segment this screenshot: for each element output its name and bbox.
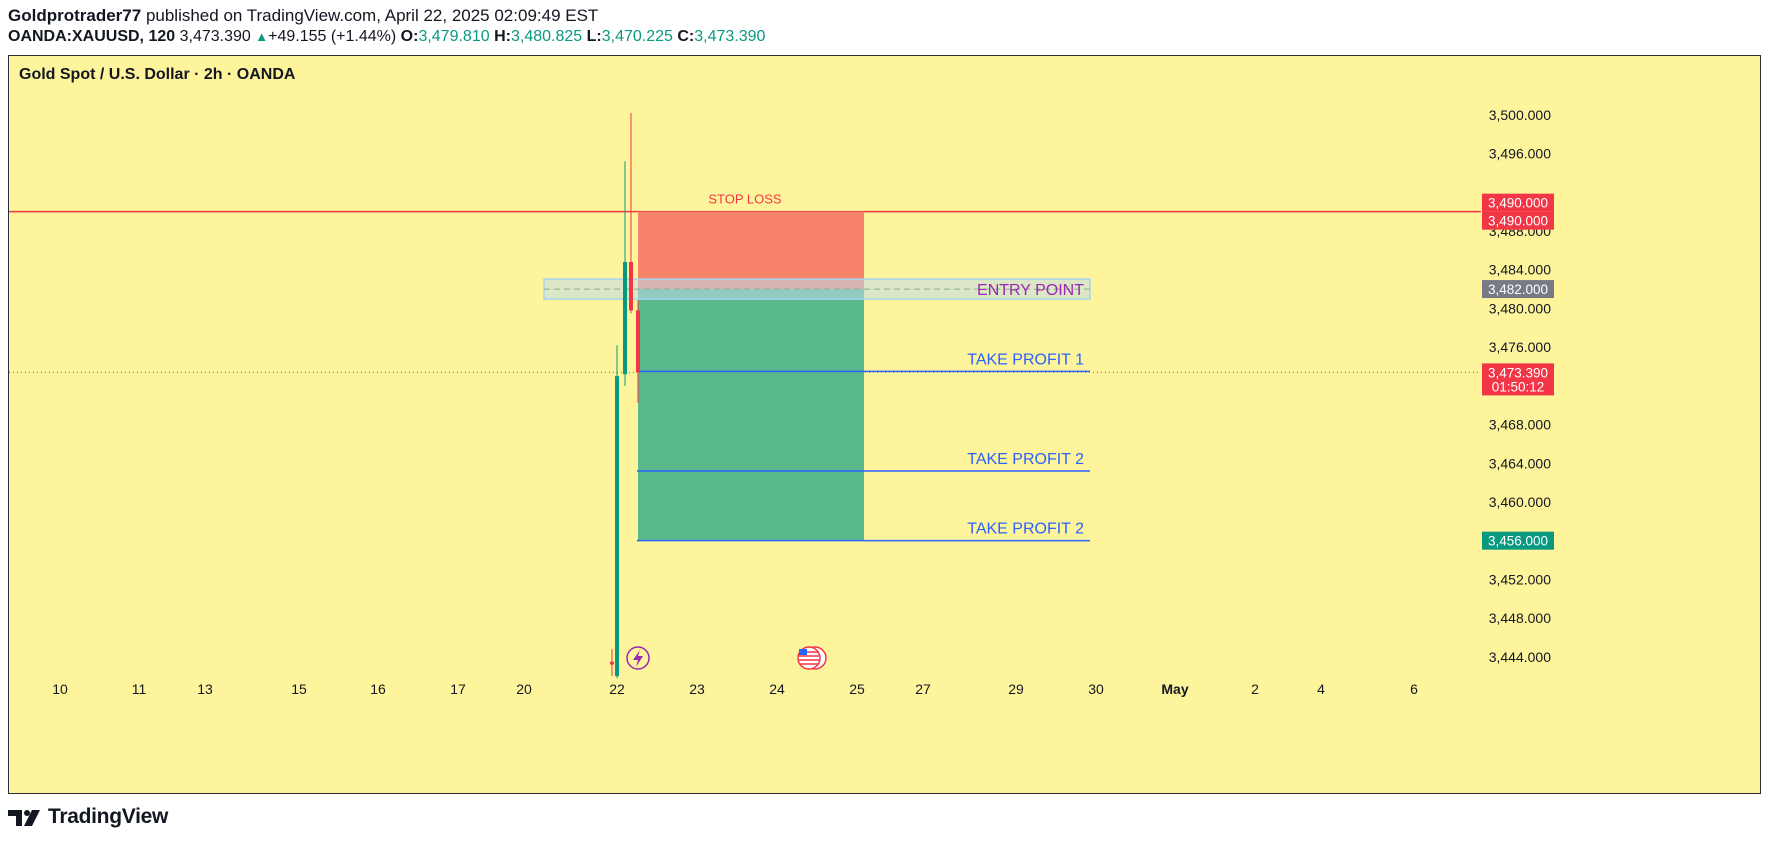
x-tick-label-8: 23 [689,681,705,697]
price-chart[interactable]: STOP LOSS ENTRY POINT TAKE PROFIT 1 TAKE PR… [9,56,1760,793]
symbol-info-bar: OANDA:XAUUSD, 120 3,473.390 ▲+49.155 (+1… [8,28,765,46]
open-label: O: [400,28,419,45]
x-tick-label-2: 13 [197,681,213,697]
close-label: C: [677,28,695,45]
price-tag-0 [1482,193,1554,212]
x-tick-label-5: 17 [450,681,466,697]
y-tick-label-4: 3,480.000 [1489,300,1551,316]
price-tag-label-0: 3,490.000 [1488,196,1548,211]
low-value: 3,470.225 [601,28,673,45]
y-tick-label-7: 3,464.000 [1489,455,1551,471]
price-tag-label-3: 3,473.390 [1488,365,1548,380]
symbol-name: OANDA:XAUUSD, 120 [8,28,176,45]
x-tick-label-10: 25 [849,681,865,697]
flag-canton [799,649,807,655]
low-label: L: [586,28,602,45]
annotation-label-4: TAKE PROFIT 2 [967,521,1084,538]
x-tick-label-6: 20 [516,681,532,697]
annotation-label-2: TAKE PROFIT 1 [967,351,1084,368]
publish-text: published on TradingView.com, April 22, … [145,6,599,25]
price-tag-label-4: 3,456.000 [1488,534,1548,549]
tradingview-logo-icon [8,810,40,826]
y-tick-label-5: 3,476.000 [1489,339,1551,355]
x-tick-label-16: 4 [1317,681,1325,697]
x-tick-label-1: 11 [132,681,147,697]
x-tick-label-0: 10 [52,681,68,697]
y-tick-label-11: 3,444.000 [1489,649,1551,665]
tradingview-logo[interactable]: TradingView [8,805,168,829]
annotation-label-0: STOP LOSS [708,192,782,207]
x-tick-label-7: 22 [609,681,625,697]
take-profit-zone[interactable] [638,289,864,541]
candle-body-2[interactable] [623,261,627,375]
y-tick-label-6: 3,468.000 [1489,417,1551,433]
price-change: +49.155 (+1.44%) [268,28,397,45]
price-tag-label-2: 3,482.000 [1488,282,1548,297]
tradingview-brand: TradingView [48,805,169,828]
open-value: 3,479.810 [418,28,490,45]
price-tag-4 [1482,531,1554,550]
lightning-icon-bolt [633,650,643,667]
last-price: 3,473.390 [179,28,251,45]
chart-title: Gold Spot / U.S. Dollar · 2h · OANDA [19,66,296,83]
annotation-label-1: ENTRY POINT [977,282,1084,299]
publish-info: Goldprotrader77 published on TradingView… [8,6,598,26]
author-name[interactable]: Goldprotrader77 [8,6,142,25]
candle-body-1[interactable] [615,376,619,677]
x-tick-label-4: 16 [370,681,386,697]
y-tick-label-8: 3,460.000 [1489,494,1551,510]
x-tick-label-12: 29 [1008,681,1024,697]
price-tag-3 [1482,363,1554,396]
stop-loss-zone[interactable] [638,211,864,290]
annotation-label-3: TAKE PROFIT 2 [967,451,1084,468]
y-tick-label-0: 3,500.000 [1489,107,1551,123]
close-value: 3,473.390 [694,28,766,45]
x-tick-label-13: 30 [1088,681,1104,697]
candle-body-4[interactable] [636,310,640,373]
x-tick-label-15: 2 [1251,681,1259,697]
x-tick-label-14: May [1161,681,1188,697]
price-tag-2 [1482,280,1554,299]
y-tick-label-9: 3,452.000 [1489,571,1551,587]
price-tag-label-1: 3,490.000 [1488,214,1548,229]
x-tick-label-17: 6 [1410,681,1418,697]
x-tick-label-11: 27 [915,681,931,697]
y-tick-label-10: 3,448.000 [1489,610,1551,626]
chart-area[interactable]: STOP LOSS ENTRY POINT TAKE PROFIT 1 TAKE PR… [8,55,1761,794]
price-tag-1 [1482,211,1554,230]
high-value: 3,480.825 [510,28,583,45]
y-tick-label-3: 3,484.000 [1489,262,1551,278]
y-tick-label-1: 3,496.000 [1489,146,1551,162]
up-triangle-icon: ▲ [255,29,269,44]
high-label: H: [494,28,511,45]
candle-body-0[interactable] [610,661,614,665]
x-tick-label-3: 15 [291,681,307,697]
countdown-label-3: 01:50:12 [1492,379,1545,394]
candle-body-3[interactable] [629,261,633,311]
x-tick-label-9: 24 [769,681,785,697]
